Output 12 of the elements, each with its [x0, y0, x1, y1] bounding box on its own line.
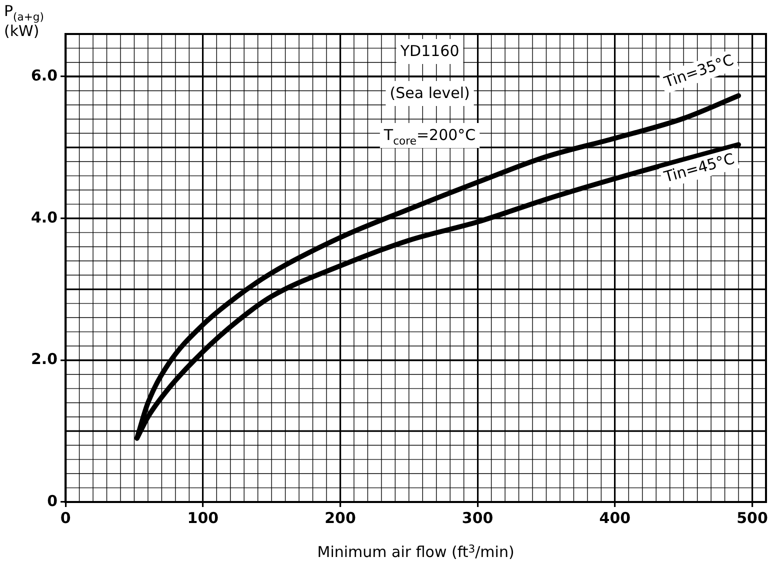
annotation: YD1160 — [399, 42, 460, 60]
x-tick-label: 400 — [599, 508, 631, 527]
y-tick-label: 2.0 — [30, 350, 58, 368]
x-tick-label: 100 — [187, 508, 219, 527]
x-tick-label: 300 — [462, 508, 494, 527]
x-tick-label: 0 — [60, 508, 71, 527]
y-tick-label: 4.0 — [30, 208, 58, 226]
x-tick-label: 500 — [736, 508, 768, 527]
y-tick-label: 0 — [47, 492, 58, 510]
annotation: (Sea level) — [390, 84, 470, 102]
y-tick-label: 6.0 — [30, 66, 58, 84]
x-tick-label: 200 — [324, 508, 356, 527]
